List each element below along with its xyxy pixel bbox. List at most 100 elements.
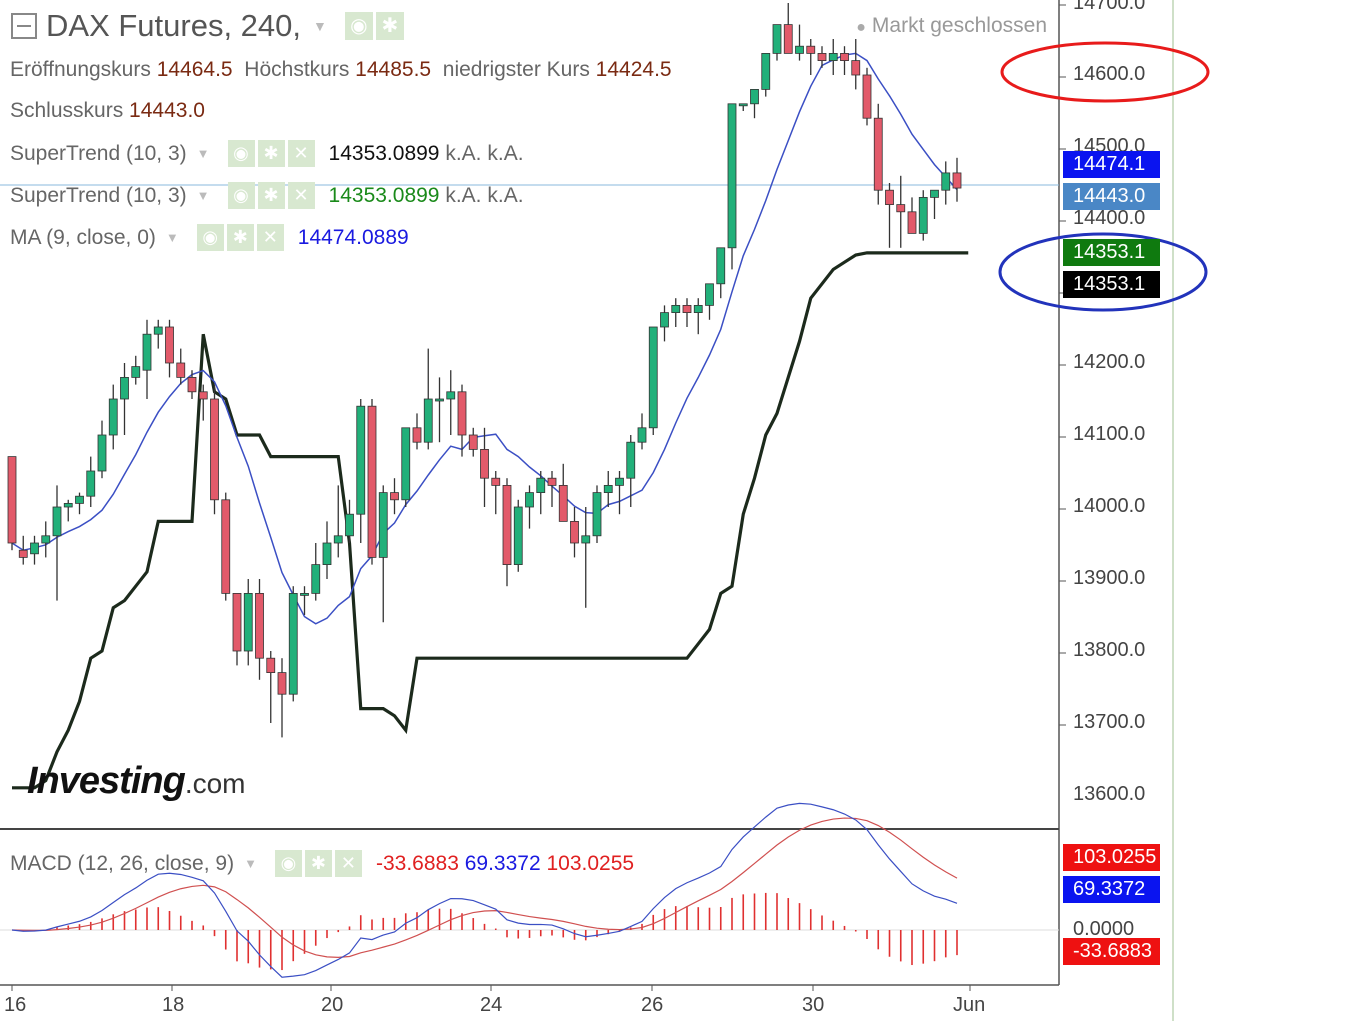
candle-body: [232, 593, 242, 652]
candle-body: [705, 283, 714, 306]
low-label: niedrigster Kurs: [442, 58, 590, 81]
collapse-icon[interactable]: [10, 12, 38, 40]
candle-body: [648, 326, 658, 429]
candle-body: [221, 499, 231, 594]
candle-body: [176, 362, 186, 378]
open-label: Eröffnungskurs: [10, 58, 151, 81]
y-tick: 14000.0: [1073, 495, 1146, 517]
chevron-down-icon[interactable]: ▼: [244, 856, 257, 871]
candle-body: [41, 535, 51, 544]
annotation-ellipses: [998, 41, 1210, 312]
candle-body: [671, 304, 681, 313]
chevron-down-icon[interactable]: ▼: [313, 18, 327, 34]
chevron-down-icon[interactable]: ▼: [196, 188, 210, 203]
macd-name: MACD (12, 26, close, 9): [10, 851, 235, 875]
x-tick: 20: [321, 994, 344, 1016]
candle-body: [288, 593, 298, 695]
gear-icon[interactable]: ✱: [304, 850, 332, 877]
candle-body: [513, 506, 523, 565]
close-icon[interactable]: ✕: [287, 140, 315, 167]
candle-body: [772, 24, 782, 54]
candle-body: [86, 470, 96, 497]
ma-price-label: 14474.1: [1063, 151, 1160, 178]
candle-body: [198, 391, 208, 400]
close-value: 14443.0: [129, 99, 205, 122]
candle-body: [738, 103, 748, 107]
candle-body: [356, 405, 366, 515]
candle-body: [108, 398, 118, 436]
candle-body: [716, 247, 726, 285]
y-tick: 13900.0: [1073, 567, 1146, 589]
candle-body: [187, 376, 197, 393]
candle-body: [277, 672, 287, 695]
indicator-na: k.A.: [445, 183, 482, 207]
candle-body: [300, 593, 309, 596]
last-price-label: 14443.0: [1063, 183, 1160, 210]
macd-line-value: 69.3372: [464, 851, 541, 875]
status-dot-icon: ●: [856, 19, 866, 36]
candle-body: [243, 593, 253, 652]
candle-body: [255, 593, 264, 659]
candle-body: [266, 657, 276, 674]
candle-body: [311, 564, 321, 594]
high-label: Höchstkurs: [244, 58, 350, 81]
eye-icon[interactable]: ◉: [274, 850, 302, 877]
market-status: ● Markt geschlossen: [856, 14, 1047, 38]
indicator-na: k.A.: [445, 141, 482, 165]
macd-hist-value: -33.6883: [375, 851, 459, 875]
indicator-ma: MA (9, close, 0) ▼ ◉ ✱ ✕ 14474.0889: [10, 224, 409, 251]
gear-icon[interactable]: ✱: [257, 182, 285, 209]
close-label: Schlusskurs: [10, 99, 124, 122]
y-tick: 14400.0: [1073, 207, 1146, 229]
gear-icon[interactable]: ✱: [226, 224, 254, 251]
y-tick: 13800.0: [1073, 639, 1146, 661]
eye-icon[interactable]: ◉: [227, 140, 255, 167]
red-annotation-ellipse: [1000, 41, 1210, 103]
candle-body: [120, 376, 129, 400]
supertrend-price-label: 14353.1: [1063, 271, 1160, 298]
chevron-down-icon[interactable]: ▼: [196, 146, 210, 161]
candle-body: [322, 542, 332, 566]
gear-icon[interactable]: ✱: [375, 12, 404, 40]
y-tick: 13700.0: [1073, 711, 1146, 733]
macd-signal-value: 103.0255: [546, 851, 635, 875]
y-tick: 14100.0: [1073, 423, 1146, 445]
candle-body: [941, 172, 951, 191]
x-tick: 16: [4, 994, 27, 1016]
candle-body: [637, 427, 647, 443]
candle-body: [401, 427, 411, 501]
macd-signal-label: 103.0255: [1063, 844, 1160, 871]
macd-signal-line: [11, 817, 958, 958]
indicator-name: MA (9, close, 0): [10, 225, 156, 249]
candle-body: [525, 492, 534, 508]
candle-body: [761, 53, 771, 90]
close-icon[interactable]: ✕: [256, 224, 284, 251]
candle-body: [412, 427, 422, 443]
eye-icon[interactable]: ◉: [344, 12, 373, 40]
close-icon[interactable]: ✕: [334, 850, 362, 877]
candle-body: [817, 53, 827, 62]
candle-body: [7, 456, 17, 544]
candle-body: [153, 326, 163, 335]
candle-body: [18, 549, 28, 558]
candle-body: [333, 535, 343, 544]
candle-body: [390, 492, 399, 501]
close-icon[interactable]: ✕: [287, 182, 315, 209]
candle-body: [873, 117, 883, 191]
chevron-down-icon[interactable]: ▼: [165, 230, 179, 245]
candle-body: [907, 211, 917, 234]
candle-body: [862, 74, 872, 119]
candle-body: [570, 521, 579, 544]
indicator-supertrend-1: SuperTrend (10, 3) ▼ ◉ ✱ ✕ 14353.0899 k.…: [10, 140, 524, 167]
candle-body: [75, 495, 84, 504]
x-tick: 26: [641, 994, 664, 1016]
ohlc-line-1: Eröffnungskurs 14464.5 Höchstkurs 14485.…: [10, 58, 672, 82]
candle-body: [468, 434, 478, 450]
gear-icon[interactable]: ✱: [257, 140, 285, 167]
eye-icon[interactable]: ◉: [227, 182, 255, 209]
macd-pane: [0, 802, 1059, 978]
candle-body: [97, 434, 107, 472]
eye-icon[interactable]: ◉: [196, 224, 224, 251]
low-value: 14424.5: [595, 58, 672, 81]
